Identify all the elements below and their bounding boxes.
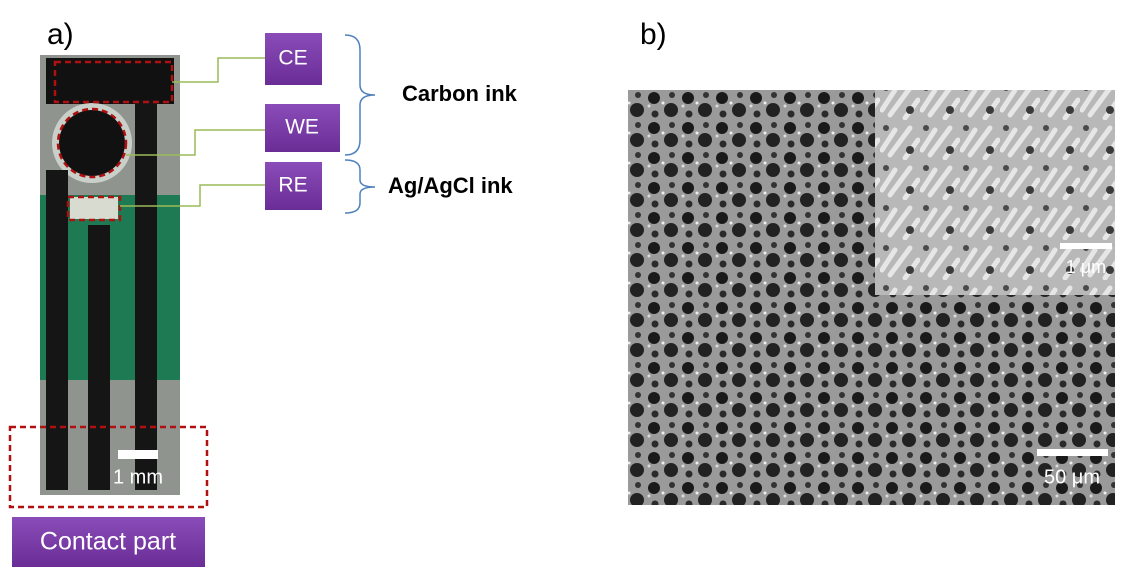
group-label: Carbon ink (402, 81, 518, 106)
scale-bar (1037, 449, 1108, 456)
contact-label: Contact part (40, 528, 176, 556)
electrode-label: RE (278, 174, 307, 197)
panel-label: a) (47, 18, 74, 51)
brace (345, 35, 375, 213)
electrode-label: WE (285, 116, 319, 139)
scale-label: 1 mm (113, 466, 163, 488)
scale-bar (118, 450, 158, 459)
electrode-label: CE (278, 47, 307, 70)
figure: a) 1 mm CE WE RE Carbon ink Ag/AgCl ink … (0, 0, 1124, 569)
scale-label: 1 μm (1066, 257, 1106, 277)
electrode-photo (40, 55, 180, 495)
group-label: Ag/AgCl ink (388, 173, 513, 198)
scale-label: 50 μm (1044, 466, 1100, 488)
panel-label: b) (640, 18, 667, 51)
scale-bar (1060, 243, 1112, 249)
